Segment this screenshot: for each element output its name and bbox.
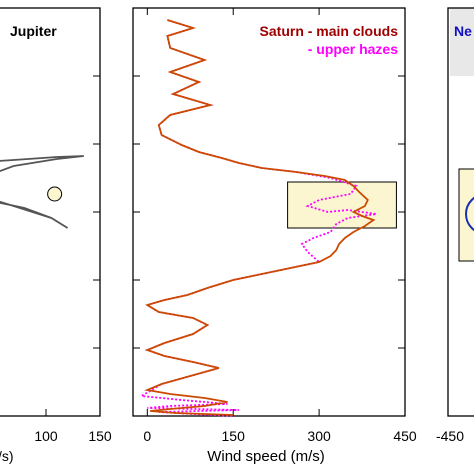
legend-saturn-main-clouds: Saturn - main clouds [260,23,399,39]
jupiter-plot-frame [0,7,101,417]
legend-saturn-upper-hazes: - upper hazes [308,41,398,57]
saturn-axis-ticks [133,7,406,417]
saturn-xtick-label-150: 150 [222,428,246,444]
neptune-plot-frame [447,7,474,417]
saturn-xlabel: Wind speed (m/s) [207,448,325,465]
neptune-legend-label: Ne [454,23,472,39]
jupiter-axis-ticks [45,7,101,417]
neptune-legend-box [450,8,474,76]
jupiter-xlabel-fragment: /s) [0,448,14,464]
saturn-xtick-label-0: 0 [143,428,151,444]
jupiter-title: Jupiter [10,23,57,39]
jupiter-wind-profile-line [0,155,84,229]
jupiter-panel: Jupiter 100 150 /s) [0,7,112,464]
jupiter-xtick-label-150: 150 [88,428,112,444]
saturn-main-clouds-line [144,19,376,416]
saturn-xtick-label-300: 300 [307,428,331,444]
saturn-panel: Saturn - main clouds - upper hazes 0 150 3… [132,7,417,465]
saturn-highlight-box [287,181,397,229]
saturn-xtick-labels: 0 150 300 450 [143,428,416,444]
jupiter-xtick-label-100: 100 [34,428,58,444]
neptune-xtick-label: -450 [436,428,464,444]
neptune-panel: Ne -450 [436,7,474,444]
neptune-feature-circle [465,196,474,232]
saturn-xtick-label-450: 450 [393,428,417,444]
jupiter-feature-marker [47,186,63,202]
